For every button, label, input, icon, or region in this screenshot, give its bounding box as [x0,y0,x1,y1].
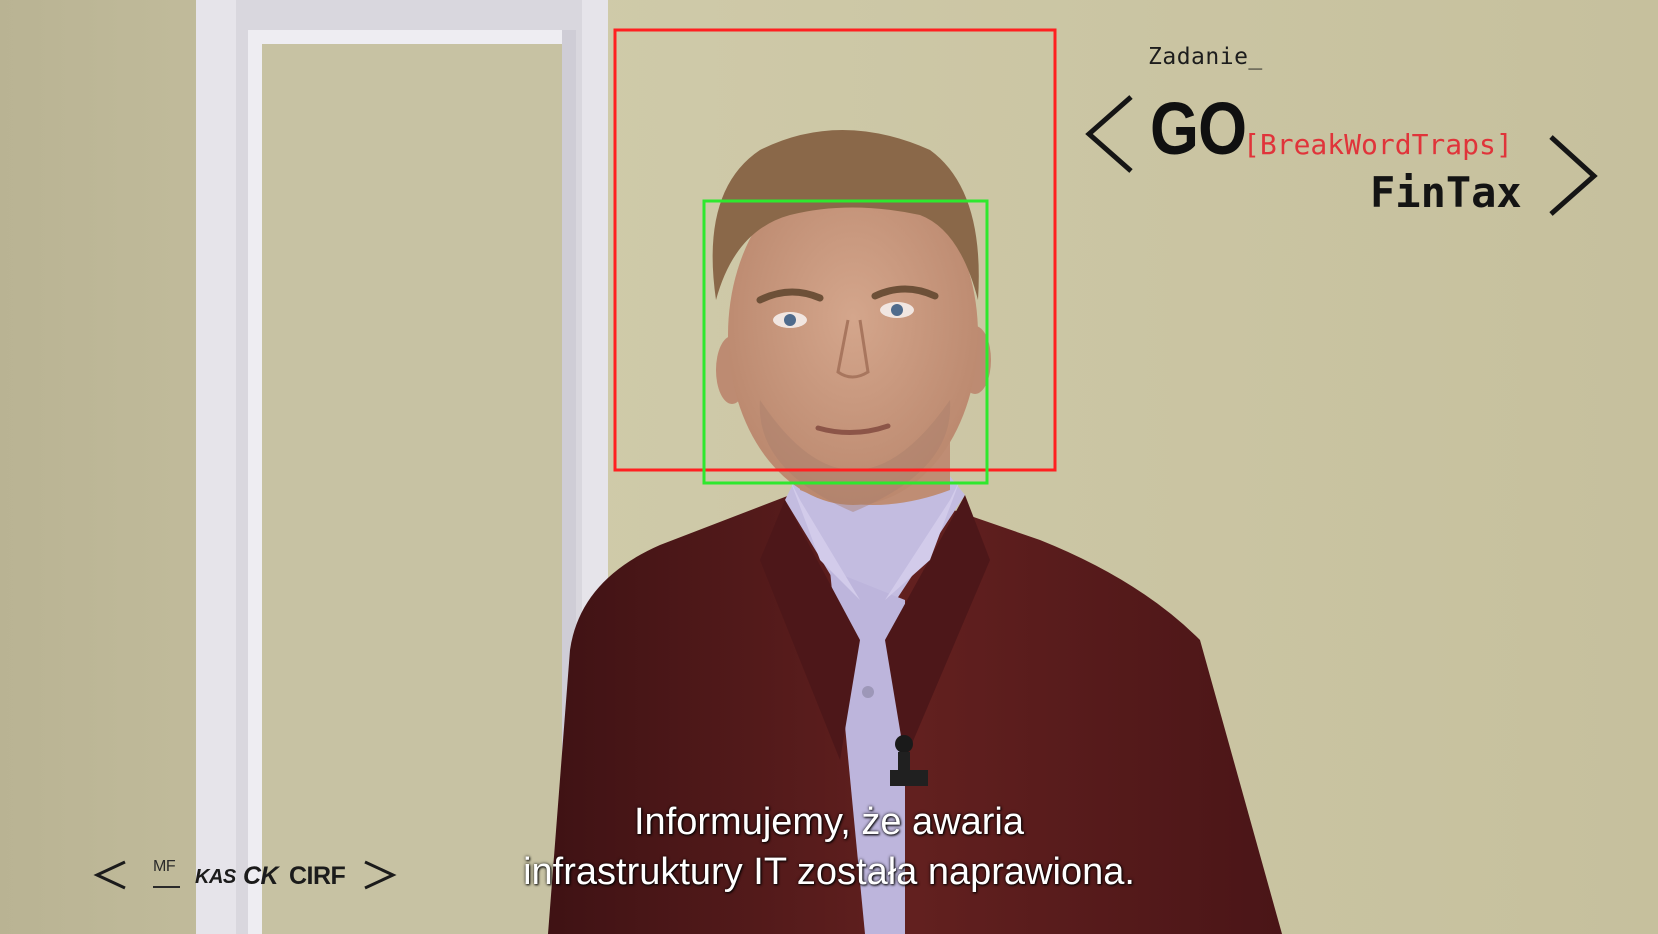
door-frame [196,0,608,934]
branding-tag: [BreakWordTraps] [1243,128,1513,161]
subtitle-line-1: Informujemy, że awaria [634,801,1024,843]
branding-go: GO [1150,87,1247,170]
detection-box-inner [702,199,989,485]
chevron-left-icon [1085,95,1133,173]
logo-mf: MF [153,858,176,875]
person [548,130,1282,934]
logo-ck: CK [243,862,279,890]
branding-label: Zadanie_ [1148,44,1263,70]
chevron-right-icon [1549,135,1598,216]
branding-name: FinTax [1370,168,1522,217]
face [728,165,978,505]
footer-chevron-left-icon [93,860,126,890]
shirt [785,470,965,640]
subtitle-line-2: infrastruktury IT została naprawiona. [523,851,1135,893]
lapel-microphone [890,735,928,786]
logo-cirf: CIRF [289,862,346,890]
hair [712,130,979,300]
logo-kas: KAS [195,866,236,888]
footer-chevron-right-icon [364,860,397,890]
detection-box-outer [613,28,1057,472]
